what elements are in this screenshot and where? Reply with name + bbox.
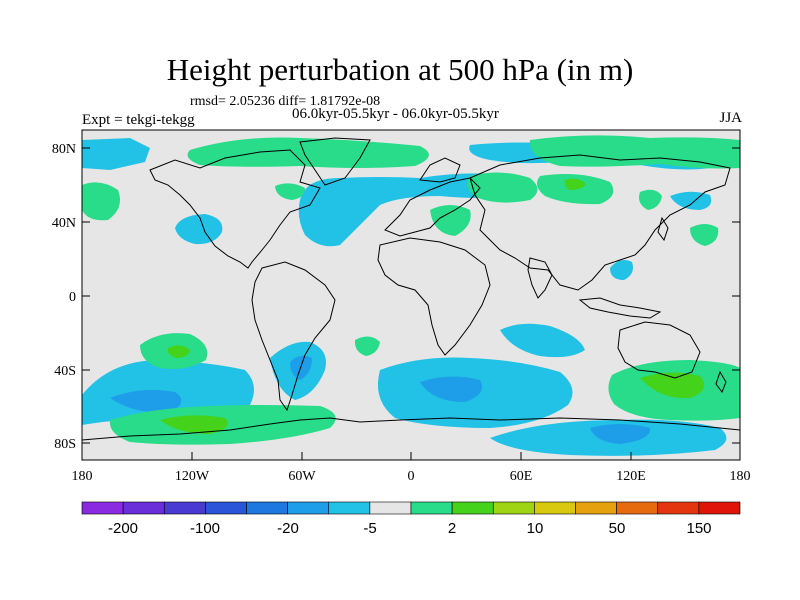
lon-tick-label: 120E	[616, 469, 646, 484]
colorbar-label: 150	[686, 520, 711, 537]
cyan-region-n-atlantic	[298, 173, 528, 247]
green-region-n-pacific-west	[82, 182, 121, 221]
cyan-region-east-asia	[610, 260, 633, 280]
lon-tick-label: 120W	[175, 469, 210, 484]
anomaly-contours	[82, 135, 740, 456]
green-region-north-pacific	[690, 224, 719, 246]
coast-north-america	[149, 149, 321, 269]
lat-tick-label: 80N	[52, 142, 76, 157]
lat-tick-label: 0	[69, 290, 76, 305]
colorbar-swatch	[205, 501, 247, 515]
green-region-arctic	[187, 137, 429, 168]
colorbar-label: -200	[108, 520, 138, 537]
colorbar	[81, 501, 741, 515]
lat-tick-label: 40N	[52, 216, 76, 231]
green-region-west-pacific	[639, 189, 662, 210]
coast-asia	[469, 154, 731, 291]
coast-india	[527, 257, 553, 299]
green-region-central-asia	[467, 172, 538, 203]
coast-japan	[657, 216, 669, 242]
cyan-region-s-indian	[500, 323, 585, 358]
coast-south-america	[251, 261, 336, 412]
colorbar-swatch	[616, 501, 659, 515]
colorbar-label: 2	[448, 520, 456, 537]
colorbar-swatch	[492, 501, 535, 515]
lon-tick-label: 0	[408, 469, 415, 484]
colorbar-swatch	[287, 501, 330, 515]
lon-axis-ticks	[81, 452, 741, 460]
coast-antarctica	[82, 417, 740, 441]
coast-africa	[377, 237, 491, 356]
rmsd-stats: rmsd= 2.05236 diff= 1.81792e-08	[190, 94, 381, 109]
period-label: 06.0kyr-05.5kyr - 06.0kyr-05.5kyr	[292, 106, 499, 122]
green-region-mediterranean	[430, 205, 471, 236]
lat-axis-ticks	[82, 147, 740, 444]
coast-australia	[617, 321, 701, 379]
green-region-n-america	[275, 183, 305, 200]
colorbar-label: -20	[277, 520, 299, 537]
season-label: JJA	[719, 110, 742, 126]
lime-core-antarctic	[160, 415, 228, 434]
green-region-arctic-east	[529, 135, 740, 169]
colorbar-swatch	[575, 501, 617, 515]
green-region-east-australia	[640, 396, 662, 414]
lon-tick-label: 60W	[288, 469, 316, 484]
colorbar-labels: -200 -100 -20 -5 2 10 50 150	[108, 520, 712, 537]
experiment-label: Expt = tekgi-tekgg	[82, 112, 195, 128]
cyan-region-n-pacific	[670, 191, 712, 210]
lon-tick-label: 180	[72, 469, 93, 484]
lon-tick-label: 60E	[510, 469, 533, 484]
blue-core-south-pacific	[110, 390, 182, 413]
coastlines	[82, 137, 740, 441]
lat-tick-labels: 80N 40N 0 40S 80S	[52, 142, 76, 452]
colorbar-swatch	[369, 501, 412, 515]
colorbar-swatch	[163, 501, 206, 515]
colorbar-label: -100	[190, 520, 220, 537]
colorbar-label: -5	[363, 520, 376, 537]
lat-tick-label: 80S	[54, 437, 76, 452]
coast-greenland	[299, 137, 371, 186]
colorbar-swatch	[451, 501, 494, 515]
lime-core-siberia	[564, 178, 586, 190]
colorbar-swatch	[657, 501, 700, 515]
lat-tick-label: 40S	[54, 364, 76, 379]
colorbar-swatch	[534, 501, 576, 515]
colorbar-swatch	[122, 501, 165, 515]
blue-core-indian	[420, 376, 483, 402]
colorbar-swatch	[328, 501, 371, 515]
coast-new-zealand	[715, 370, 727, 394]
map-title: Height perturbation at 500 hPa (in m)	[166, 52, 634, 87]
coast-indonesia	[578, 297, 662, 319]
colorbar-swatch	[410, 501, 453, 515]
colorbar-label: 10	[527, 520, 544, 537]
blue-core-antarctic	[590, 424, 651, 444]
coast-scandinavia	[419, 157, 461, 183]
green-region-s-atlantic-east	[354, 336, 380, 356]
colorbar-swatch	[698, 501, 741, 515]
cyan-region-ne-pacific	[175, 214, 223, 245]
lime-core-s-indian	[640, 372, 705, 399]
cyan-region-arctic-west	[82, 138, 150, 170]
lon-tick-labels: 180 120W 60W 0 60E 120E 180	[72, 469, 751, 484]
colorbar-swatch	[246, 501, 288, 515]
lon-tick-label: 180	[730, 469, 751, 484]
lime-core-sw-pacific	[167, 345, 190, 358]
colorbar-label: 50	[609, 520, 626, 537]
colorbar-swatch	[81, 501, 124, 515]
